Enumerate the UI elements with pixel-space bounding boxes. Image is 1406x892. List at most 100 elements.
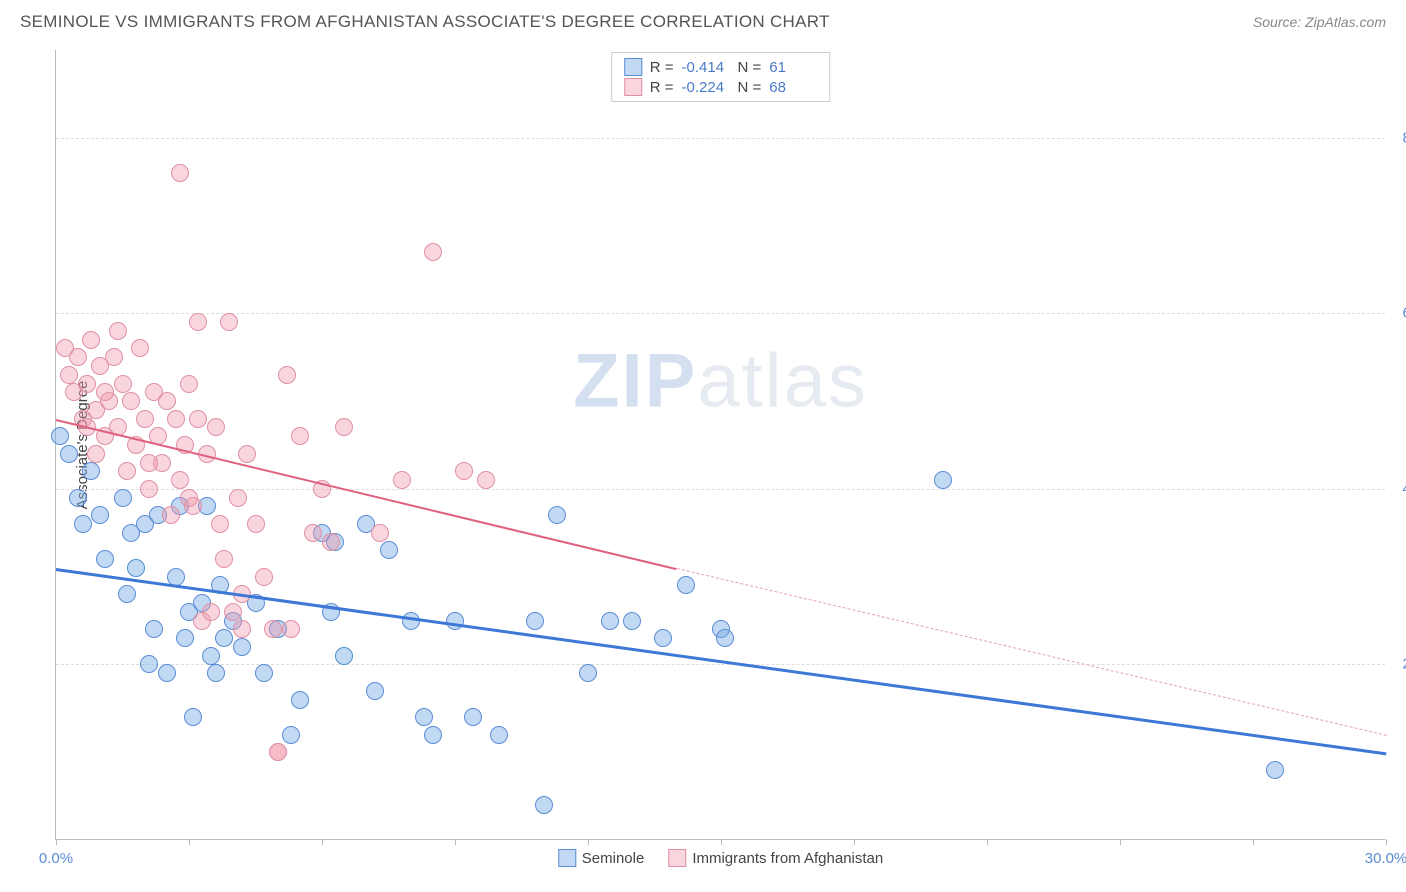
stats-row: R =-0.414N =61 [624,57,818,77]
data-point [51,427,69,445]
data-point [229,489,247,507]
data-point [455,462,473,480]
x-tick-label: 0.0% [39,850,73,867]
data-point [371,524,389,542]
data-point [446,612,464,630]
data-point [278,366,296,384]
data-point [464,708,482,726]
data-point [140,480,158,498]
stat-n-label: N = [738,79,762,96]
stat-r-value: -0.224 [682,79,730,96]
data-point [122,392,140,410]
data-point [60,445,78,463]
legend-label: Immigrants from Afghanistan [692,850,883,867]
data-point [548,506,566,524]
x-tick [1120,839,1121,845]
data-point [255,664,273,682]
data-point [202,603,220,621]
data-point [176,629,194,647]
data-point [162,506,180,524]
stats-box: R =-0.414N =61R =-0.224N =68 [611,52,831,102]
data-point [140,454,158,472]
data-point [415,708,433,726]
data-point [78,375,96,393]
legend-label: Seminole [582,850,645,867]
data-point [202,647,220,665]
data-point [224,603,242,621]
data-point [69,489,87,507]
data-point [118,585,136,603]
data-point [171,471,189,489]
y-tick-label: 60.0% [1395,305,1406,322]
legend-item: Immigrants from Afghanistan [668,849,883,867]
gridline [56,489,1385,490]
stat-n-label: N = [738,59,762,76]
data-point [96,550,114,568]
data-point [366,682,384,700]
data-point [490,726,508,744]
stat-r-label: R = [650,79,674,96]
header: SEMINOLE VS IMMIGRANTS FROM AFGHANISTAN … [0,0,1406,40]
data-point [171,164,189,182]
x-tick [322,839,323,845]
x-tick [455,839,456,845]
stat-n-value: 68 [769,79,817,96]
data-point [601,612,619,630]
data-point [380,541,398,559]
data-point [579,664,597,682]
data-point [291,691,309,709]
data-point [114,375,132,393]
data-point [535,796,553,814]
trend-line [56,568,1386,755]
legend: Seminole Immigrants from Afghanistan [558,849,883,867]
x-tick-label: 30.0% [1365,850,1406,867]
x-tick [1253,839,1254,845]
data-point [623,612,641,630]
gridline [56,313,1385,314]
legend-swatch [558,849,576,867]
x-tick [1386,839,1387,845]
data-point [255,568,273,586]
legend-swatch [624,78,642,96]
y-tick-label: 80.0% [1395,129,1406,146]
data-point [335,647,353,665]
data-point [247,515,265,533]
legend-swatch [668,849,686,867]
data-point [211,515,229,533]
data-point [91,506,109,524]
x-tick [56,839,57,845]
data-point [140,655,158,673]
y-tick-label: 20.0% [1395,656,1406,673]
data-point [167,410,185,428]
data-point [393,471,411,489]
data-point [82,331,100,349]
data-point [322,533,340,551]
data-point [215,550,233,568]
plot-area: 20.0%40.0%60.0%80.0%0.0%30.0% [56,50,1385,839]
x-tick [588,839,589,845]
data-point [424,726,442,744]
stat-r-label: R = [650,59,674,76]
data-point [114,489,132,507]
y-tick-label: 40.0% [1395,480,1406,497]
data-point [424,243,442,261]
x-tick [854,839,855,845]
data-point [136,410,154,428]
stat-n-value: 61 [769,59,817,76]
data-point [477,471,495,489]
trend-line [677,568,1387,736]
data-point [716,629,734,647]
data-point [109,322,127,340]
data-point [184,708,202,726]
data-point [207,418,225,436]
data-point [1266,761,1284,779]
data-point [82,462,100,480]
gridline [56,138,1385,139]
data-point [69,348,87,366]
data-point [220,313,238,331]
data-point [180,375,198,393]
data-point [189,313,207,331]
data-point [87,445,105,463]
data-point [526,612,544,630]
data-point [215,629,233,647]
